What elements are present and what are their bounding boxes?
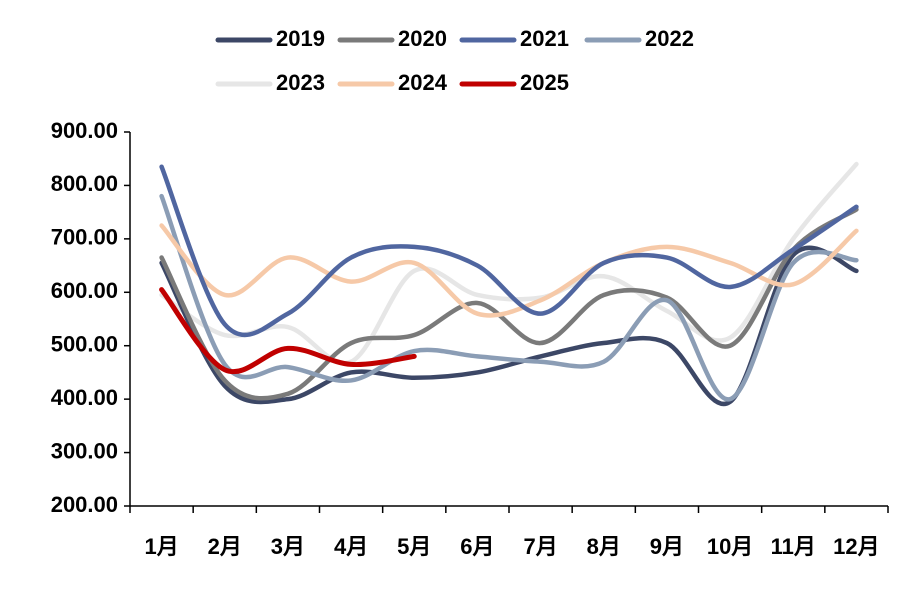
legend-label: 2019 [276,26,325,51]
line-series [159,161,859,366]
legend-label: 2020 [398,26,447,51]
y-tick-label: 500.00 [51,332,118,357]
x-tick-label: 3月 [271,534,305,559]
x-tick-label: 2月 [208,534,242,559]
line-series [159,207,859,401]
legend-label: 2021 [520,26,569,51]
x-tick-label: 4月 [334,534,368,559]
x-tick-label: 10月 [707,534,753,559]
x-tick-label: 5月 [397,534,431,559]
line-series [159,193,859,402]
y-tick-label: 400.00 [51,385,118,410]
line-series [159,164,859,338]
legend-label: 2023 [276,70,325,95]
x-tick-label: 8月 [587,534,621,559]
line-series [159,223,859,318]
legend-label: 2022 [645,26,694,51]
x-tick-label: 12月 [833,534,879,559]
y-tick-label: 700.00 [51,225,118,250]
line-series [159,287,417,375]
y-tick-label: 800.00 [51,171,118,196]
y-tick-label: 600.00 [51,278,118,303]
x-tick-label: 11月 [771,534,816,559]
y-tick-label: 300.00 [51,438,118,463]
legend-label: 2025 [520,70,569,95]
x-tick-label: 6月 [460,534,494,559]
legend-label: 2024 [398,70,448,95]
y-tick-label: 900.00 [51,118,118,143]
x-tick-label: 7月 [523,534,557,559]
y-tick-label: 200.00 [51,492,118,517]
x-tick-label: 9月 [650,534,684,559]
x-tick-label: 1月 [144,534,178,559]
